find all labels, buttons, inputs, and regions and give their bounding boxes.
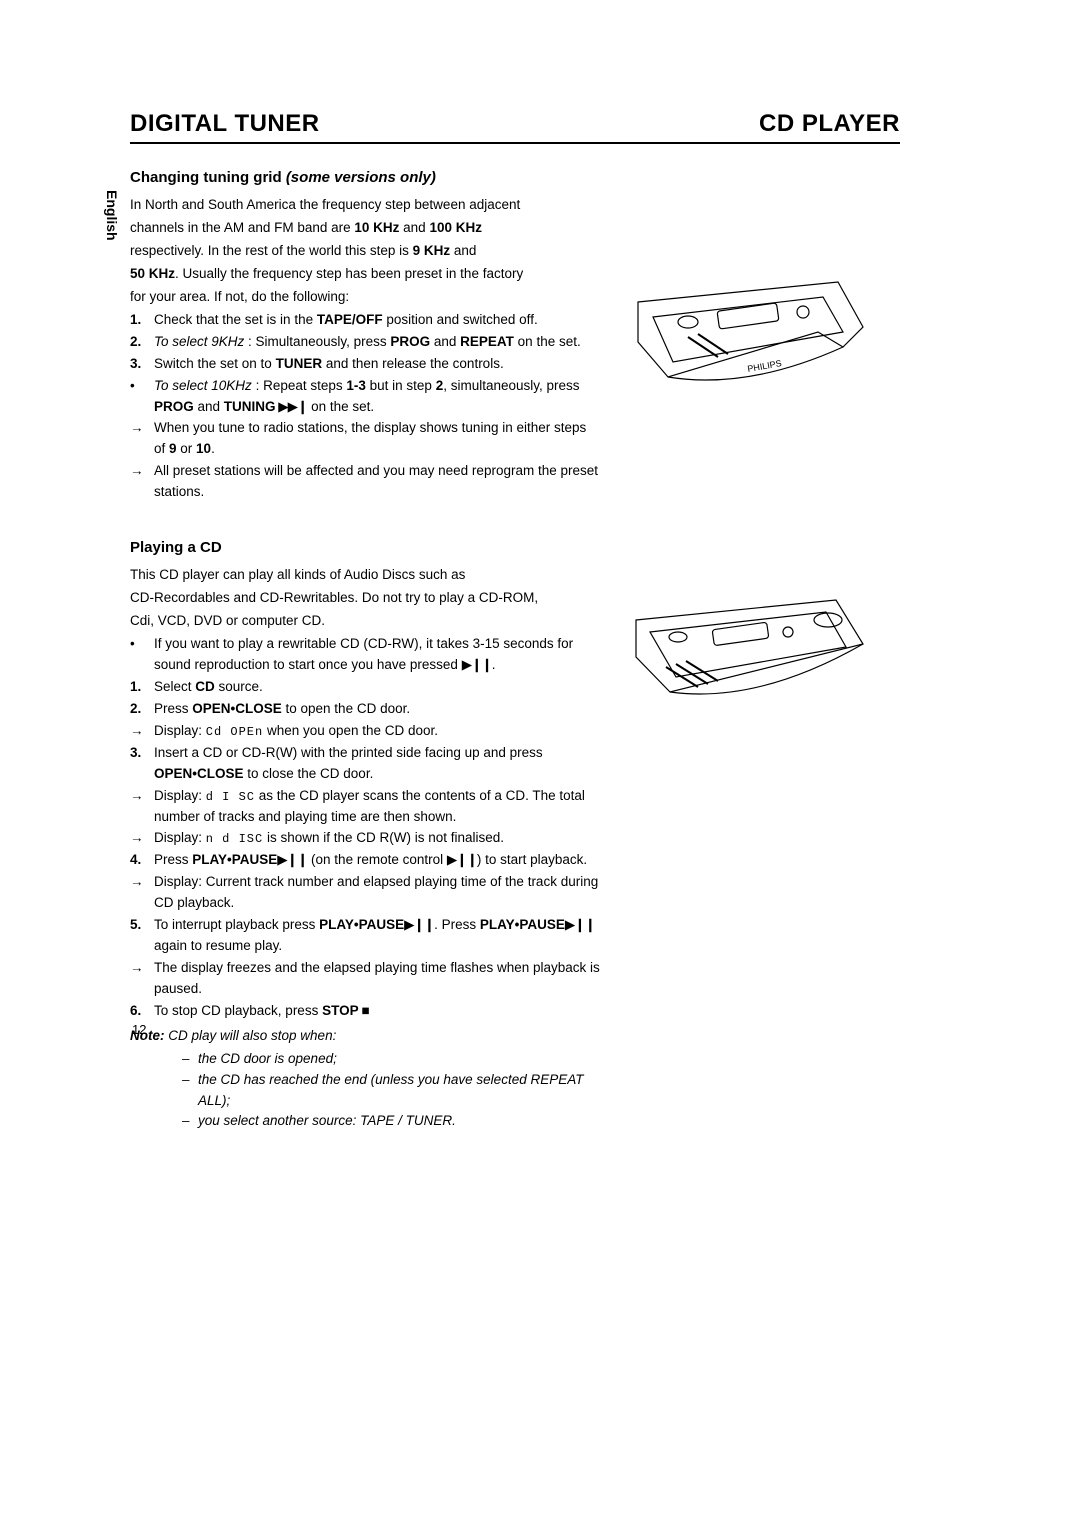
page: English DIGITAL TUNER CD PLAYER Changing… xyxy=(0,0,1080,1528)
list-item: 2. Press OPEN•CLOSE to open the CD door. xyxy=(130,699,600,720)
list-item: • If you want to play a rewritable CD (C… xyxy=(130,634,600,676)
play-pause-icon: ▶❙❙ xyxy=(447,852,477,867)
section2-intro-line: CD-Recordables and CD-Rewritables. Do no… xyxy=(130,588,600,609)
tuner-diagram: PHILIPS xyxy=(628,272,868,392)
list-item: 3. Insert a CD or CD-R(W) with the print… xyxy=(130,743,600,785)
section1-intro-line: for your area. If not, do the following: xyxy=(130,287,600,308)
list-item: → Display: n d ISC is shown if the CD R(… xyxy=(130,828,600,849)
list-item: 5. To interrupt playback press PLAY•PAUS… xyxy=(130,915,600,957)
section1-title: Changing tuning grid (some versions only… xyxy=(130,166,600,189)
section1-title-prefix: Changing tuning grid xyxy=(130,169,286,186)
svg-text:PHILIPS: PHILIPS xyxy=(747,358,783,374)
next-track-icon: ▶▶❙ xyxy=(276,399,308,414)
figure-column: PHILIPS xyxy=(628,162,888,1132)
note-list: –the CD door is opened; –the CD has reac… xyxy=(130,1049,600,1133)
section1-intro-line: In North and South America the frequency… xyxy=(130,195,600,216)
list-item: → Display: d I SC as the CD player scans… xyxy=(130,786,600,828)
section2-intro-line: Cdi, VCD, DVD or computer CD. xyxy=(130,611,600,632)
note-item: –the CD door is opened; xyxy=(182,1049,600,1070)
list-item: • To select 10KHz : Repeat steps 1-3 but… xyxy=(130,376,600,418)
content-frame: DIGITAL TUNER CD PLAYER Changing tuning … xyxy=(130,110,900,1132)
cd-player-diagram xyxy=(628,592,868,712)
header-row: DIGITAL TUNER CD PLAYER xyxy=(130,110,900,144)
text-column: Changing tuning grid (some versions only… xyxy=(130,162,600,1132)
section2-title: Playing a CD xyxy=(130,536,600,559)
list-item: → All preset stations will be affected a… xyxy=(130,461,600,503)
list-item: → The display freezes and the elapsed pl… xyxy=(130,958,600,1000)
play-pause-icon: ▶❙❙ xyxy=(404,917,434,932)
list-item: → Display: Cd OPEn when you open the CD … xyxy=(130,721,600,742)
header-right: CD PLAYER xyxy=(759,110,900,138)
display-readout: d I SC xyxy=(206,790,255,804)
section1-intro-line: respectively. In the rest of the world t… xyxy=(130,241,600,262)
display-readout: Cd OPEn xyxy=(206,725,263,739)
play-pause-icon: ▶❙❙ xyxy=(277,852,307,867)
section1-title-suffix: (some versions only) xyxy=(286,169,436,186)
list-item: 1. Select CD source. xyxy=(130,677,600,698)
list-item: 2. To select 9KHz : Simultaneously, pres… xyxy=(130,332,600,353)
list-item: 1. Check that the set is in the TAPE/OFF… xyxy=(130,310,600,331)
section2-intro-line: This CD player can play all kinds of Aud… xyxy=(130,565,600,586)
section1-intro-line: channels in the AM and FM band are 10 KH… xyxy=(130,218,600,239)
list-item: 4. Press PLAY•PAUSE▶❙❙ (on the remote co… xyxy=(130,850,600,871)
note-item: –you select another source: TAPE / TUNER… xyxy=(182,1111,600,1132)
language-tab: English xyxy=(104,190,120,241)
list-item: 6. To stop CD playback, press STOP ■ xyxy=(130,1001,600,1022)
play-pause-icon: ▶❙❙ xyxy=(462,657,492,672)
list-item: → When you tune to radio stations, the d… xyxy=(130,418,600,460)
header-left: DIGITAL TUNER xyxy=(130,110,320,138)
section1-list: 1. Check that the set is in the TAPE/OFF… xyxy=(130,310,600,503)
list-item: 3. Switch the set on to TUNER and then r… xyxy=(130,354,600,375)
play-pause-icon: ▶❙❙ xyxy=(565,917,595,932)
section2-list: • If you want to play a rewritable CD (C… xyxy=(130,634,600,1022)
stop-icon: ■ xyxy=(359,1003,369,1018)
note-lead: Note: CD play will also stop when: xyxy=(130,1026,600,1047)
list-item: → Display: Current track number and elap… xyxy=(130,872,600,914)
note-item: –the CD has reached the end (unless you … xyxy=(182,1070,600,1112)
page-number: 12 xyxy=(132,1022,146,1037)
display-readout: n d ISC xyxy=(206,832,263,846)
section1-intro-line: 50 KHz. Usually the frequency step has b… xyxy=(130,264,600,285)
